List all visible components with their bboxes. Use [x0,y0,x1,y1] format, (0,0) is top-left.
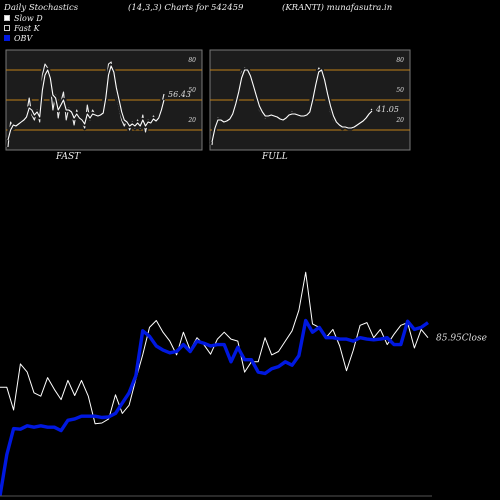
legend-label: Slow D [14,13,43,23]
blue-square-icon [4,35,10,41]
white-square-icon [4,15,10,21]
legend-entry: Fast K [4,23,43,33]
current-value-label: 41.05 [375,105,399,114]
price-line [0,271,429,425]
legend-entry: OBV [4,33,43,43]
level-label-20: 20 [187,117,196,124]
level-label-50: 50 [396,87,404,94]
level-label-80: 80 [396,57,404,64]
obv-line [0,318,429,497]
level-label-80: 80 [188,57,196,64]
legend-label: Fast K [14,23,40,33]
current-value-label: 56.43 [168,90,191,99]
panel-label-fast: FAST [56,152,81,162]
slow-d-line [211,69,373,143]
chart-params: (14,3,3) Charts for 542459 [128,3,244,13]
site-label: (KRANTI) munafasutra.in [282,3,393,13]
legend-label: OBV [14,33,33,43]
level-label-50: 50 [188,87,196,94]
black-square-icon [4,25,10,31]
legend-entry: Slow D [4,13,43,23]
legend: Slow D Fast K OBV [4,13,43,43]
level-label-20: 20 [395,117,404,124]
panel-label-full: FULL [262,152,288,162]
close-price-label: 85.95Close [436,334,487,344]
chart-title: Daily Stochastics [4,3,79,13]
slow-d-line [7,65,165,141]
